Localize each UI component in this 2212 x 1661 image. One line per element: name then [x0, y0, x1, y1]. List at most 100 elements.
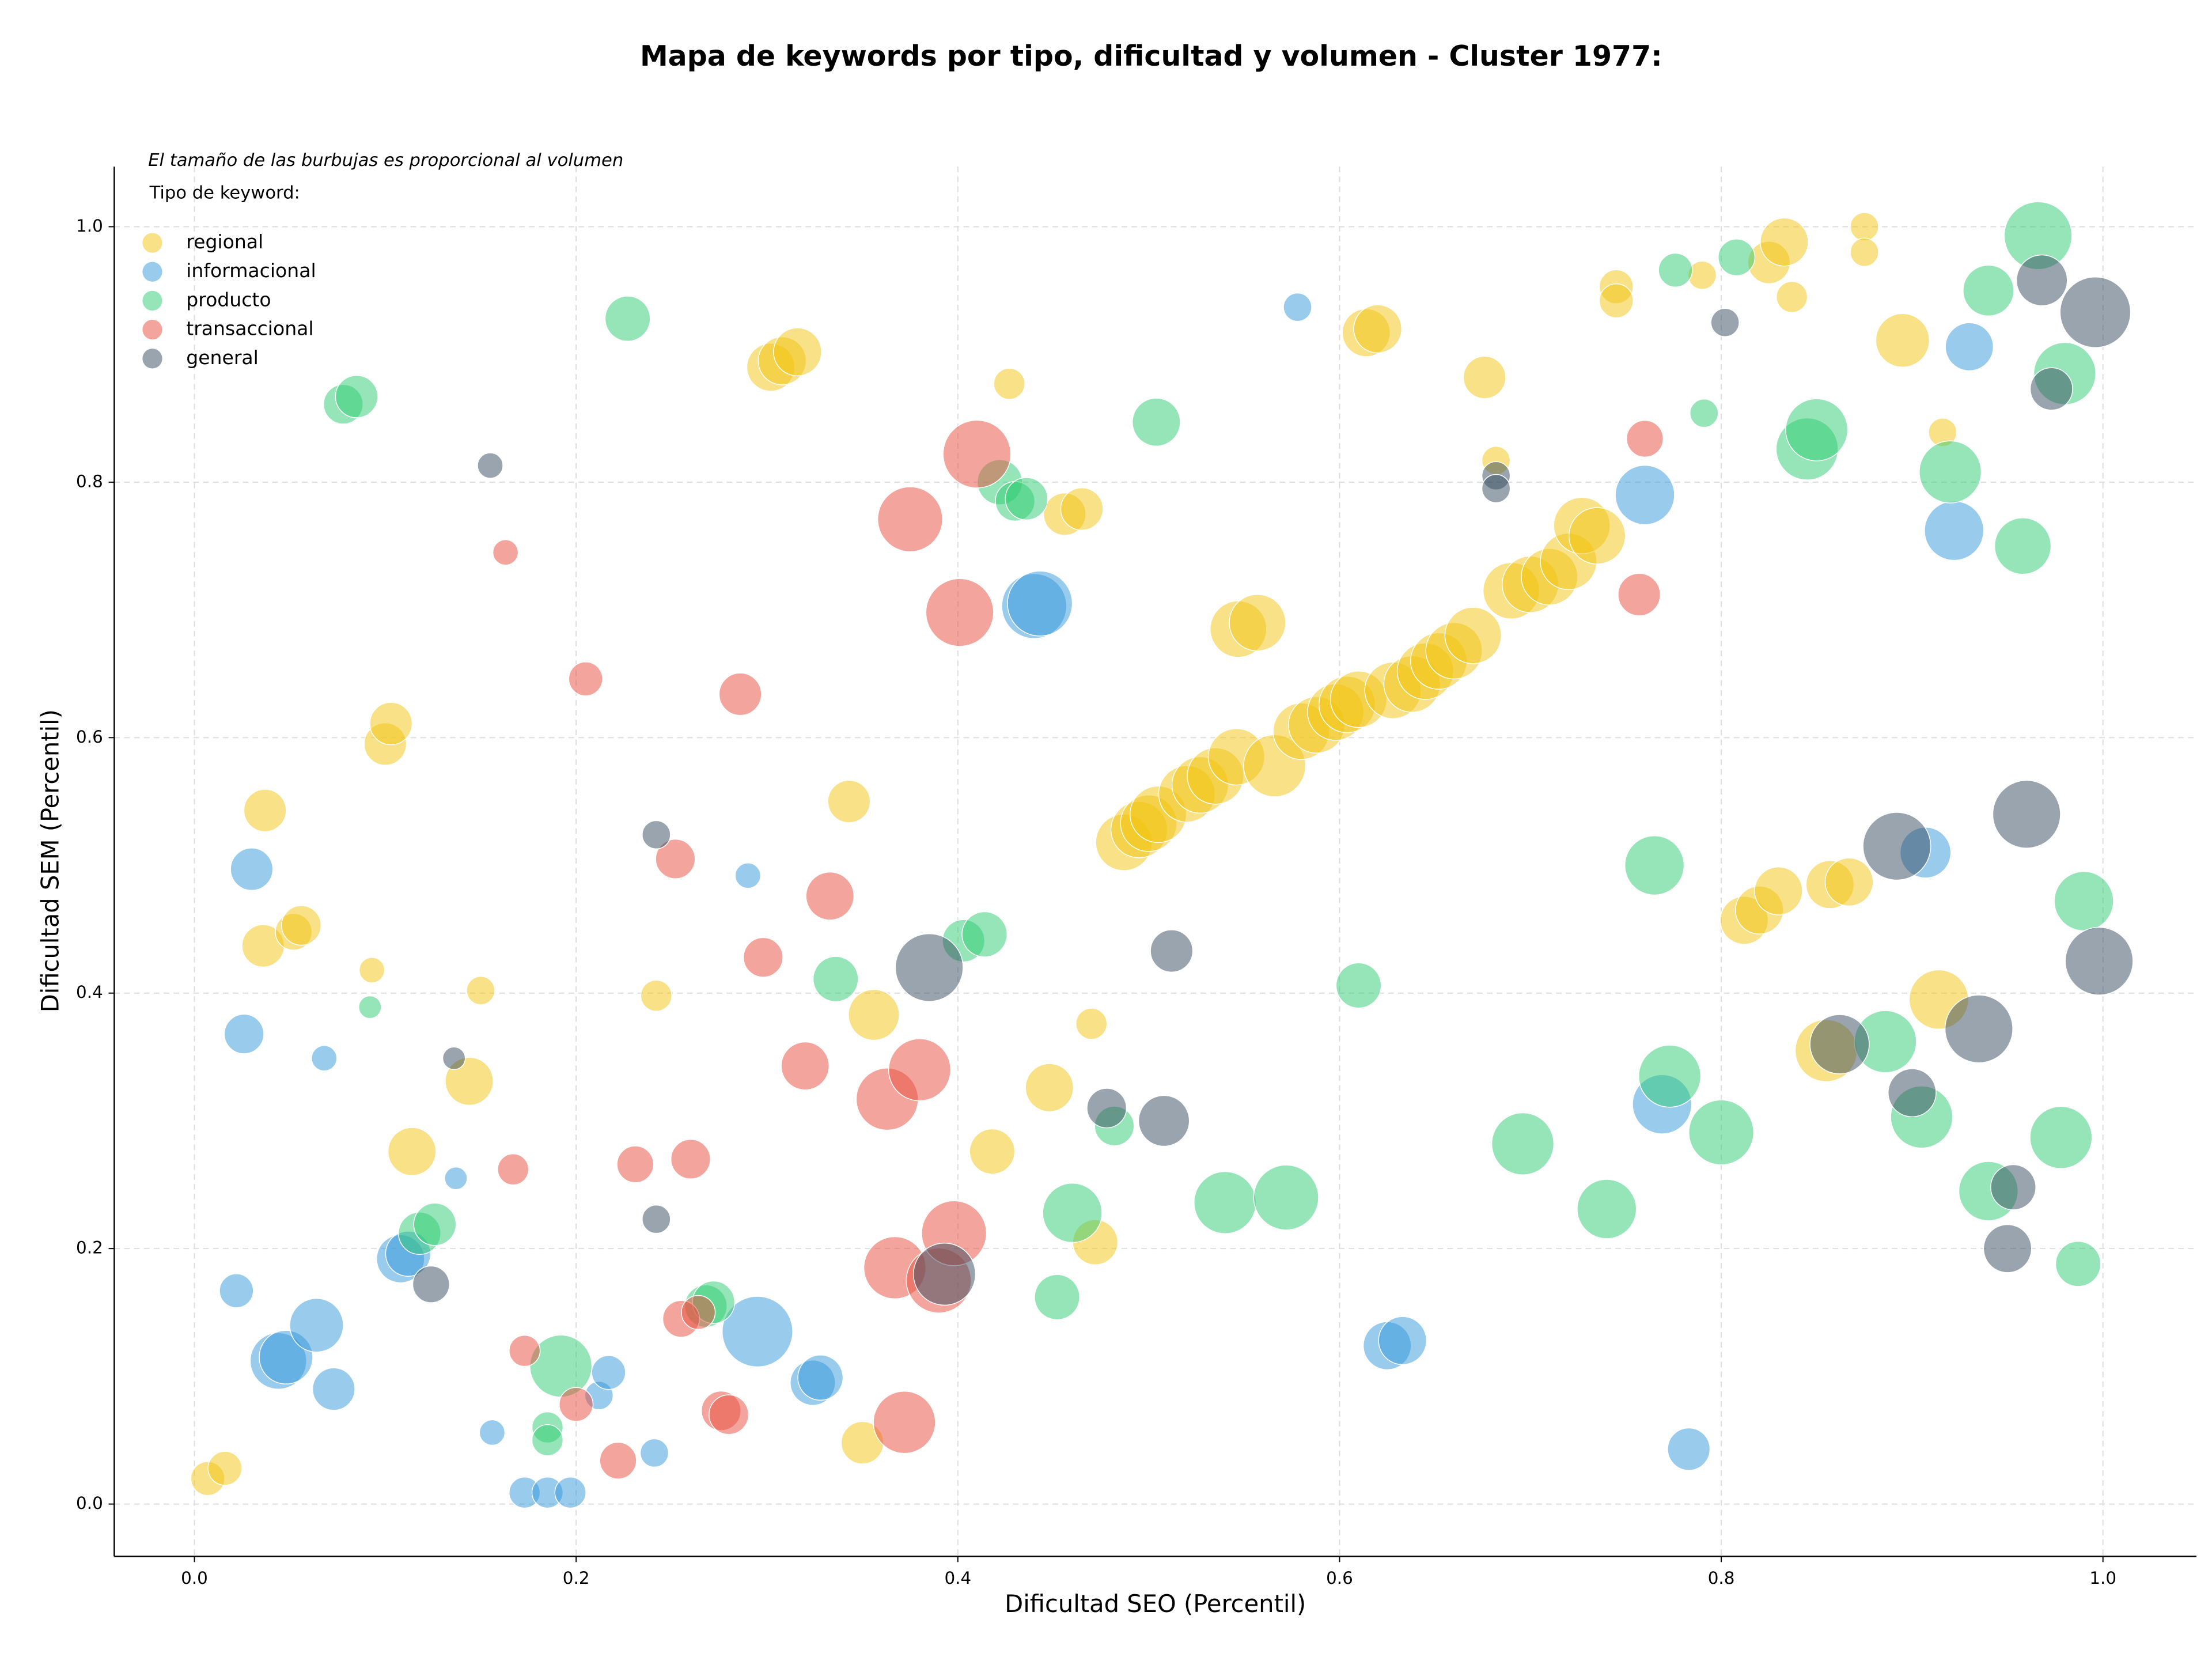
bubble	[1990, 1164, 2036, 1210]
bubble	[1919, 440, 1982, 504]
bubble	[1850, 212, 1879, 241]
bubble	[670, 1138, 711, 1179]
bubble	[681, 1295, 716, 1330]
bubble	[1444, 607, 1502, 664]
bubble	[2065, 926, 2134, 996]
bubble	[444, 1166, 468, 1190]
y-tick-label: 0.4	[76, 982, 103, 1002]
bubble	[1194, 1171, 1257, 1234]
legend-marker	[142, 319, 162, 340]
bubble	[1945, 322, 1994, 372]
bubble	[1775, 281, 1808, 313]
bubble	[1481, 474, 1511, 504]
bubble	[477, 452, 503, 479]
legend-marker	[142, 290, 162, 311]
bubble	[219, 1273, 254, 1308]
bubble	[335, 374, 378, 418]
y-tick-label: 1.0	[76, 216, 103, 236]
bubble	[387, 1127, 437, 1176]
x-tick-label: 0.0	[181, 1568, 208, 1588]
bubble	[1994, 517, 2052, 575]
x-tick-label: 0.4	[944, 1568, 971, 1588]
x-tick-label: 0.2	[563, 1568, 590, 1588]
bubble	[993, 368, 1025, 400]
bubble	[877, 486, 944, 553]
legend-label: transaccional	[186, 317, 313, 340]
bubble	[1025, 1063, 1074, 1113]
bubble	[1690, 398, 1719, 428]
bubble	[925, 578, 994, 647]
bubble	[1075, 1008, 1108, 1040]
bubble	[1888, 1068, 1937, 1118]
bubble	[895, 933, 964, 1002]
legend-label: regional	[186, 230, 263, 253]
bubble	[1599, 283, 1634, 319]
annotation: El tamaño de las burbujas es proporciona…	[148, 150, 623, 171]
bubble	[1150, 929, 1194, 973]
bubble	[640, 979, 672, 1012]
bubble	[1875, 313, 1930, 368]
bubble	[1034, 1274, 1081, 1321]
bubble	[369, 702, 413, 746]
bubble	[961, 911, 1008, 958]
bubble	[2029, 367, 2073, 411]
bubble	[642, 1204, 671, 1234]
bubble	[873, 1391, 936, 1454]
bubble	[554, 1476, 586, 1509]
bubble	[1624, 835, 1685, 896]
bubble	[1983, 1224, 2032, 1273]
bubble	[1007, 570, 1073, 637]
bubble	[1463, 355, 1506, 399]
bubble	[591, 1355, 626, 1390]
bubble	[599, 1441, 637, 1480]
bubble	[743, 937, 783, 978]
bubble	[358, 957, 385, 983]
bubble	[827, 780, 871, 823]
x-tick-label: 1.0	[2089, 1568, 2116, 1588]
bubble	[1862, 812, 1931, 881]
bubble	[1718, 239, 1756, 277]
legend-label: producto	[186, 288, 271, 311]
legend-title: Tipo de keyword:	[149, 183, 300, 203]
bubble	[1138, 1095, 1190, 1147]
legend-label: informacional	[186, 259, 316, 282]
bubble	[289, 1297, 344, 1353]
bubble	[1335, 962, 1382, 1009]
bubble	[773, 327, 822, 377]
bubble	[1615, 464, 1675, 525]
bubble	[1283, 292, 1312, 322]
bubble	[1944, 994, 2013, 1064]
bubble	[1086, 1088, 1127, 1129]
bubble	[1667, 1427, 1711, 1471]
bubble	[2054, 871, 2114, 932]
legend: regional informacional producto transaccion…	[142, 230, 316, 369]
bubble	[709, 1394, 749, 1435]
bubble	[224, 1013, 264, 1054]
marks	[190, 201, 2134, 1509]
bubble	[559, 1387, 594, 1422]
bubble	[311, 1045, 338, 1072]
bubble	[1042, 1182, 1103, 1243]
bubble	[1809, 1014, 1870, 1074]
bubble	[1569, 507, 1626, 565]
bubble	[2059, 277, 2131, 348]
legend-marker	[142, 233, 162, 253]
grid	[114, 167, 2197, 1557]
bubble	[1378, 1316, 1427, 1365]
bubble	[1754, 867, 1803, 915]
legend-marker	[142, 262, 162, 282]
bubble	[1060, 487, 1104, 531]
bubble	[497, 1153, 529, 1186]
bubble	[1229, 594, 1286, 652]
bubble	[781, 1041, 830, 1091]
bubble	[1638, 1045, 1702, 1108]
bubble	[479, 1419, 506, 1446]
legend-marker	[142, 349, 162, 369]
bubble	[442, 1046, 466, 1070]
bubble	[1824, 857, 1874, 907]
bubble	[639, 1438, 669, 1468]
bubble	[642, 820, 671, 850]
bubble	[412, 1265, 450, 1303]
